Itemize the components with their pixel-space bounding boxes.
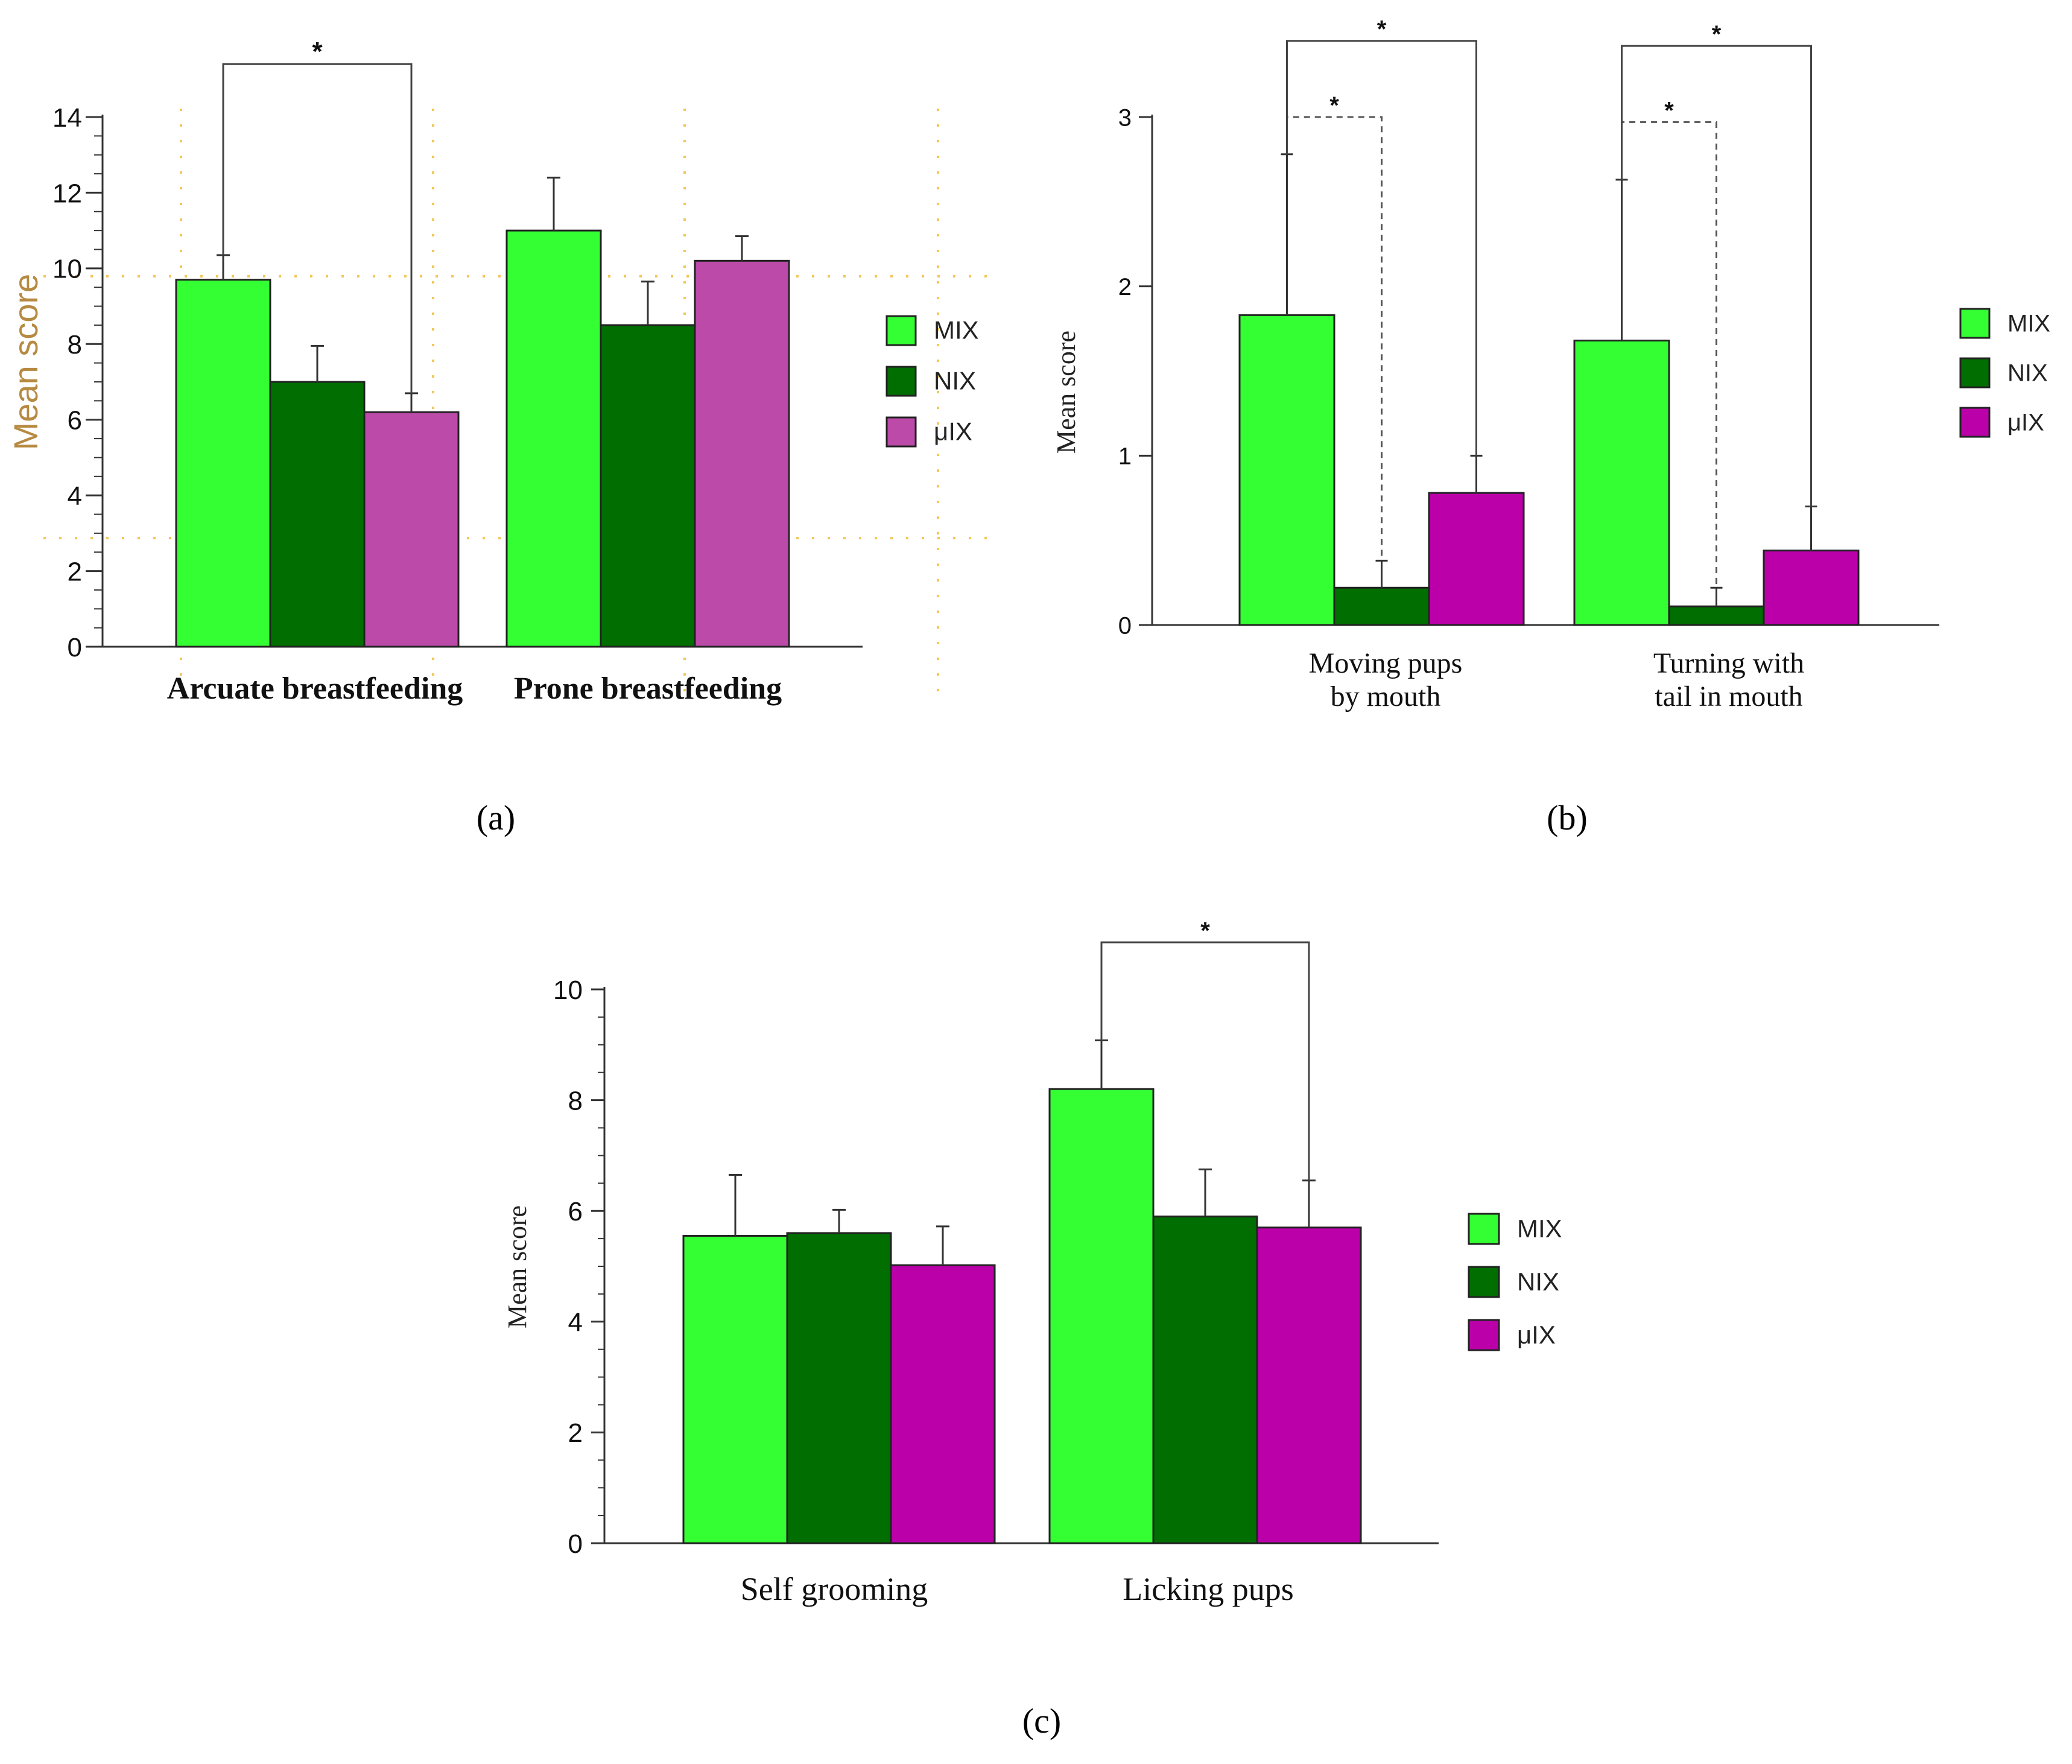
- y-tick-label: 2: [1118, 274, 1132, 300]
- legend-label: MIX: [2007, 310, 2050, 337]
- bar-μIX-1: [890, 1264, 996, 1544]
- category-label-line: Moving pups: [1309, 647, 1463, 679]
- y-axis-title: Mean score: [1051, 331, 1081, 454]
- category-label: Arcuate breastfeeding: [167, 671, 463, 706]
- y-tick-label: 2: [68, 557, 82, 586]
- legend-swatch-MIX: [886, 315, 917, 346]
- legend-label: NIX: [1517, 1267, 1559, 1296]
- legend-swatch-μIX: [1959, 407, 1991, 438]
- legend-label: MIX: [1517, 1214, 1562, 1243]
- significance-star: *: [1377, 16, 1387, 43]
- y-tick-label: 4: [568, 1308, 583, 1337]
- y-tick-label: 3: [1118, 104, 1132, 131]
- category-label-line: Turning with: [1653, 647, 1804, 679]
- bar-MIX-2: [1048, 1088, 1155, 1544]
- legend-label: NIX: [2007, 360, 2048, 386]
- bar-μIX-1: [363, 411, 460, 648]
- y-axis-title: Mean score: [7, 274, 45, 451]
- y-tick-label: 6: [68, 406, 82, 436]
- y-tick-label: 1: [1118, 443, 1132, 470]
- legend-swatch-MIX: [1468, 1213, 1500, 1245]
- bar-NIX-2: [600, 324, 696, 648]
- legend-label: NIX: [934, 366, 976, 395]
- y-tick-label: 8: [568, 1086, 583, 1115]
- bar-NIX-2: [1668, 605, 1765, 626]
- y-tick-label: 14: [52, 103, 82, 133]
- bar-MIX-1: [1238, 314, 1335, 626]
- legend-label: MIX: [934, 316, 979, 344]
- category-label: Turning with tail in mouth: [1653, 647, 1804, 712]
- y-tick-label: 0: [1118, 612, 1132, 639]
- bar-NIX-1: [269, 381, 366, 648]
- category-label-line: Prone breastfeeding: [514, 671, 782, 706]
- y-tick-label: 6: [568, 1197, 583, 1226]
- bar-NIX-1: [1333, 586, 1430, 626]
- y-tick-label: 4: [68, 481, 82, 511]
- category-label: Licking pups: [1123, 1571, 1293, 1607]
- bar-μIX-2: [694, 259, 790, 648]
- category-label-line: Arcuate breastfeeding: [167, 671, 463, 706]
- y-tick-label: 8: [68, 330, 82, 360]
- significance-bracket: [1100, 941, 1310, 1181]
- significance-bracket: [1621, 121, 1717, 588]
- significance-star: *: [1664, 97, 1674, 124]
- y-tick-label: 12: [52, 179, 82, 208]
- category-label-line: by mouth: [1331, 681, 1441, 712]
- bar-NIX-2: [1152, 1215, 1258, 1544]
- legend-swatch-NIX: [1959, 357, 1991, 389]
- category-label-line: tail in mouth: [1655, 681, 1802, 712]
- y-tick-label: 0: [568, 1529, 583, 1559]
- y-tick-label: 10: [553, 976, 583, 1005]
- category-label-line: Licking pups: [1123, 1571, 1293, 1607]
- chart-panel-b: 0 1 2 3 Mean score Moving pups by mouth Turning…: [1051, 16, 2050, 712]
- bar-μIX-2: [1256, 1226, 1362, 1544]
- significance-bracket: [1286, 40, 1477, 456]
- significance-bracket: [222, 63, 413, 393]
- y-axis-title: Mean score: [502, 1205, 532, 1328]
- bar-μIX-2: [1763, 550, 1860, 626]
- significance-star: *: [312, 37, 323, 66]
- legend-label: μIX: [2007, 409, 2044, 436]
- legend-swatch-NIX: [886, 366, 917, 397]
- chart-panel-a: 0 2 4 6 8 10 12 14 Mean score Arcuate breastfeedi…: [7, 37, 989, 706]
- bar-MIX-2: [1573, 339, 1670, 626]
- bar-NIX-1: [786, 1232, 892, 1544]
- category-label: Prone breastfeeding: [514, 671, 782, 706]
- bar-MIX-1: [175, 279, 271, 648]
- legend-swatch-μIX: [886, 416, 917, 448]
- bar-MIX-1: [682, 1235, 788, 1544]
- panel-label: (b): [1547, 798, 1588, 837]
- significance-star: *: [1329, 92, 1339, 119]
- significance-star: *: [1200, 918, 1210, 944]
- chart-panel-c: 0 2 4 6 8 10 Mean score Self grooming Licking pu…: [502, 918, 1562, 1607]
- legend-label: μIX: [934, 417, 972, 445]
- legend-label: μIX: [1517, 1321, 1556, 1349]
- category-label: Self grooming: [741, 1571, 928, 1607]
- category-label-line: Self grooming: [741, 1571, 928, 1607]
- panel-label: (c): [1022, 1701, 1061, 1740]
- significance-star: *: [1712, 21, 1722, 48]
- panel-label: (a): [477, 798, 515, 837]
- y-tick-label: 0: [68, 633, 82, 662]
- bar-MIX-2: [505, 229, 602, 648]
- legend-swatch-NIX: [1468, 1266, 1500, 1298]
- significance-bracket: [1621, 45, 1812, 507]
- legend-swatch-μIX: [1468, 1319, 1500, 1351]
- category-label: Moving pups by mouth: [1309, 647, 1463, 712]
- y-tick-label: 10: [52, 255, 82, 284]
- y-tick-label: 2: [568, 1418, 583, 1448]
- legend-swatch-MIX: [1959, 308, 1991, 339]
- bar-μIX-1: [1428, 492, 1525, 626]
